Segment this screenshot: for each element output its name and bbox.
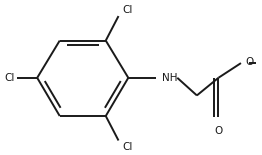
Text: O: O (246, 57, 254, 67)
Text: O: O (214, 126, 222, 136)
Text: Cl: Cl (4, 73, 15, 83)
Text: Cl: Cl (122, 142, 133, 152)
Text: Cl: Cl (122, 5, 133, 15)
Text: NH: NH (162, 73, 177, 83)
